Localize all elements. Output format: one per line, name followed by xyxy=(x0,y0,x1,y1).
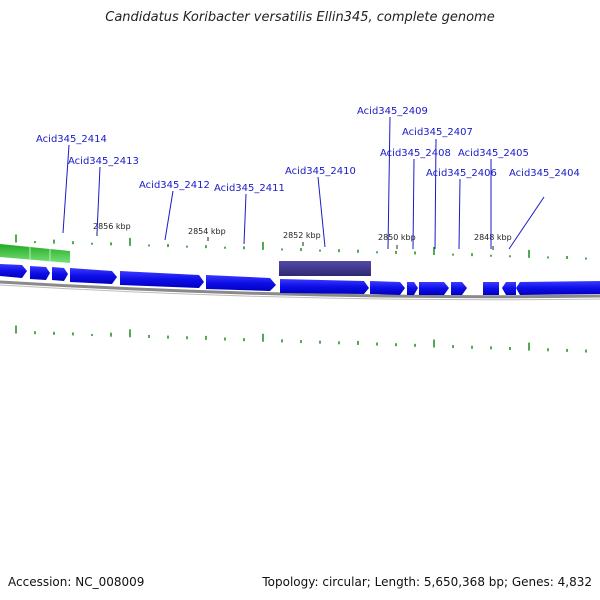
gene-label-acid345-2405[interactable]: Acid345_2405 xyxy=(458,148,529,159)
cds-arrow[interactable] xyxy=(451,282,467,295)
label-leader xyxy=(508,196,545,250)
cds-arrow[interactable] xyxy=(280,279,369,294)
genome-summary-text: Topology: circular; Length: 5,650,368 bp… xyxy=(262,575,592,589)
label-leader xyxy=(164,190,174,241)
gc-track-upper xyxy=(15,234,587,260)
gene-label-acid345-2413[interactable]: Acid345_2413 xyxy=(68,156,139,167)
gc-track-lower xyxy=(15,325,587,353)
label-leader xyxy=(62,144,70,234)
cds-arrow[interactable] xyxy=(70,268,117,284)
gene-label-acid345-2408[interactable]: Acid345_2408 xyxy=(380,148,451,159)
cds-track xyxy=(0,264,600,295)
gene-label-acid345-2414[interactable]: Acid345_2414 xyxy=(36,134,107,145)
label-leader xyxy=(458,178,461,250)
label-leader xyxy=(434,138,437,250)
label-leader xyxy=(317,176,326,248)
cds-arrow[interactable] xyxy=(120,271,204,288)
gene-label-acid345-2411[interactable]: Acid345_2411 xyxy=(214,183,285,194)
cds-arrow[interactable] xyxy=(502,282,516,295)
cds-arrow[interactable] xyxy=(206,275,276,291)
selected-gene-highlight[interactable] xyxy=(279,261,371,276)
gene-label-acid345-2409[interactable]: Acid345_2409 xyxy=(357,106,428,117)
label-leader xyxy=(387,116,391,250)
accession-text: Accession: NC_008009 xyxy=(8,575,145,589)
gene-label-acid345-2410[interactable]: Acid345_2410 xyxy=(285,166,356,177)
genome-backbone xyxy=(0,280,600,299)
scale-track: 2856 kbp 2854 kbp 2852 kbp 2850 kbp 2848… xyxy=(93,222,512,250)
label-leader xyxy=(412,158,415,250)
green-feature[interactable] xyxy=(0,244,70,263)
cds-arrow[interactable] xyxy=(407,282,418,295)
gene-label-acid345-2407[interactable]: Acid345_2407 xyxy=(402,127,473,138)
green-feature-track xyxy=(0,244,70,263)
cds-arrow[interactable] xyxy=(0,264,27,278)
scale-tick-label: 2854 kbp xyxy=(188,227,226,236)
label-leader xyxy=(243,193,247,245)
gene-label-acid345-2406[interactable]: Acid345_2406 xyxy=(426,168,497,179)
cds-arrow[interactable] xyxy=(419,282,449,295)
cds-arrow[interactable] xyxy=(483,282,499,295)
scale-tick-label: 2848 kbp xyxy=(474,233,512,242)
cds-arrow[interactable] xyxy=(52,267,68,281)
gene-label-acid345-2412[interactable]: Acid345_2412 xyxy=(139,180,210,191)
map-title: Candidatus Koribacter versatilis Ellin34… xyxy=(105,10,495,25)
label-leader xyxy=(96,166,101,234)
cds-arrow[interactable] xyxy=(370,281,405,295)
cds-arrow[interactable] xyxy=(516,281,600,295)
scale-tick-label: 2850 kbp xyxy=(378,233,416,242)
scale-tick-label: 2852 kbp xyxy=(283,231,321,240)
cds-arrow[interactable] xyxy=(30,266,50,280)
scale-tick-label: 2856 kbp xyxy=(93,222,131,231)
gene-label-acid345-2404[interactable]: Acid345_2404 xyxy=(509,168,580,179)
gene-labels: Acid345_2414 Acid345_2413 Acid345_2412 A… xyxy=(36,106,580,250)
